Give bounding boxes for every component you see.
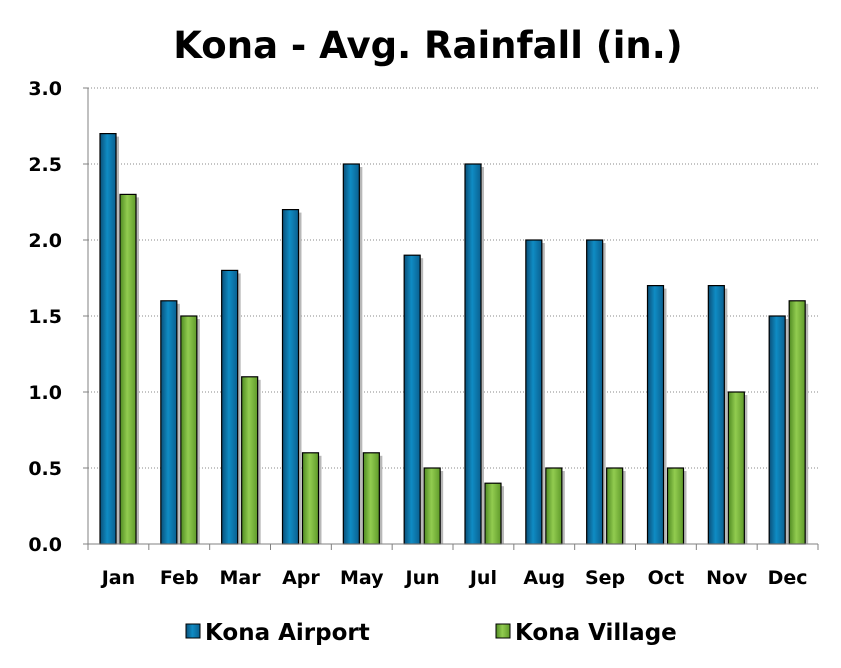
bar-kona-airport (586, 239, 604, 545)
x-tick-label: Oct (648, 567, 685, 589)
legend-swatch (495, 623, 511, 639)
x-tick-label: May (340, 567, 384, 589)
bar-kona-village (666, 467, 685, 545)
bar-kona-village (241, 376, 259, 545)
x-tick-label: Nov (706, 567, 748, 589)
bar-kona-airport (403, 254, 421, 545)
x-tick-label: Dec (768, 567, 808, 589)
y-tick-label: 3.0 (28, 78, 62, 100)
y-tick-label: 1.0 (28, 382, 62, 404)
x-tick-labels: Jan Feb Mar Apr May Jun Jul Aug Sep Oct Nov Dec (100, 567, 808, 589)
bar-kona-village (119, 193, 137, 545)
bar-kona-village (301, 452, 320, 545)
bar-kona-village (484, 482, 502, 545)
bar-kona-airport (646, 285, 665, 545)
chart-title: Kona - Avg. Rainfall (in.) (173, 24, 682, 67)
bar-kona-airport (99, 133, 117, 545)
x-tick-label: Aug (523, 567, 565, 589)
x-tick-label: Sep (585, 567, 625, 589)
x-tick-label: Jul (468, 567, 497, 589)
x-tick-label: Feb (160, 567, 199, 589)
y-tick-label: 2.0 (28, 230, 62, 252)
bar-kona-airport (342, 163, 360, 545)
bar-kona-village (423, 467, 441, 545)
bar-kona-airport (768, 315, 786, 545)
y-tick-labels: 0.0 0.5 1.0 1.5 2.0 2.5 3.0 (28, 78, 88, 556)
bars (99, 133, 809, 545)
bar-kona-village (727, 391, 745, 545)
legend: Kona Airport Kona Village (185, 620, 677, 646)
bar-kona-village (788, 300, 806, 545)
y-tick-label: 0.0 (28, 534, 62, 556)
bar-kona-airport (707, 285, 725, 545)
x-tick-label: Apr (282, 567, 320, 589)
y-tick-label: 0.5 (28, 458, 62, 480)
bar-kona-airport (464, 163, 482, 545)
bar-kona-airport (160, 300, 178, 545)
legend-label: Kona Airport (205, 620, 370, 646)
bar-kona-village (362, 452, 380, 545)
bar-kona-airport (525, 239, 543, 545)
x-tick-label: Jan (100, 567, 135, 589)
y-tick-label: 2.5 (28, 154, 62, 176)
bar-kona-airport (221, 269, 239, 545)
bar-kona-village (606, 467, 624, 545)
bar-kona-village (180, 315, 198, 545)
y-tick-label: 1.5 (28, 306, 62, 328)
bar-kona-airport (281, 209, 300, 545)
x-tick-label: Jun (404, 567, 440, 589)
legend-swatch (185, 623, 201, 639)
x-tick-label: Mar (220, 567, 262, 589)
bar-kona-village (545, 467, 563, 545)
legend-label: Kona Village (515, 620, 677, 646)
